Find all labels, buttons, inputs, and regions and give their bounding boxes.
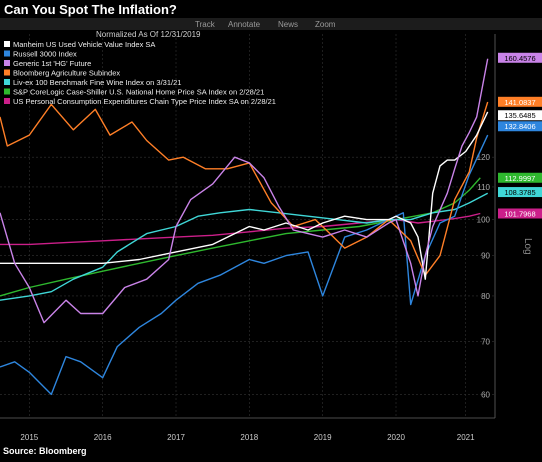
- legend-swatch: [4, 88, 10, 95]
- y-tick-label: 80: [481, 292, 490, 301]
- source-note: Source: Bloomberg: [3, 446, 87, 456]
- x-tick-label: 2017: [167, 433, 185, 442]
- legend-swatch: [4, 69, 10, 76]
- value-tag-box: [498, 96, 542, 107]
- y-axis-scale-label: Log: [522, 238, 533, 255]
- legend-label: Russell 3000 Index: [13, 50, 77, 59]
- value-tag-box: [498, 52, 542, 63]
- legend: Manheim US Used Vehicle Value Index SARu…: [4, 40, 276, 106]
- toolbar-track-button[interactable]: Track: [195, 20, 216, 29]
- legend-label: Liv-ex 100 Benchmark Fine Wine Index on …: [13, 78, 181, 87]
- x-axis: 2015 2016 2017 2018 2019 2020 2021: [0, 417, 495, 442]
- toolbar-zoom-button[interactable]: Zoom: [315, 20, 336, 29]
- last-value-tags: 160.4576 141.0837 135.6485 132.8406 112.9997…: [498, 52, 542, 219]
- legend-label: US Personal Consumption Expenditures Cha…: [13, 97, 276, 106]
- series-line: [0, 134, 489, 396]
- value-tag-box: [498, 187, 542, 198]
- y-tick-label: 70: [481, 338, 490, 347]
- value-tag-label: 108.3785: [504, 188, 535, 197]
- x-tick-label: 2020: [387, 433, 405, 442]
- toolbar-annotate-button[interactable]: Annotate: [228, 20, 261, 29]
- chart-subtitle: Normalized As Of 12/31/2019: [96, 30, 201, 39]
- y-axis: 60 70 80 90 100 110 120: [477, 34, 496, 418]
- y-tick-label: 120: [477, 153, 491, 162]
- value-tag-label: 141.0837: [504, 98, 535, 107]
- x-tick-label: 2015: [20, 433, 38, 442]
- x-tick-label: 2018: [240, 433, 258, 442]
- legend-swatch: [4, 60, 10, 66]
- series-line: [0, 192, 489, 301]
- y-tick-label: 90: [481, 252, 490, 261]
- value-tag-box: [498, 121, 542, 132]
- value-tag-label: 135.6485: [504, 111, 535, 120]
- value-tag-box: [498, 208, 542, 219]
- chart-toolbar: Track Annotate News Zoom: [195, 20, 336, 29]
- y-tick-label: 60: [481, 390, 490, 399]
- legend-swatch: [4, 50, 10, 57]
- series-line: [0, 212, 481, 246]
- chart-area: Track Annotate News Zoom 60708090100110120 …: [0, 18, 542, 446]
- legend-label: Manheim US Used Vehicle Value Index SA: [13, 40, 155, 49]
- toolbar-strip: [0, 18, 542, 30]
- legend-swatch: [4, 79, 10, 85]
- value-tag-label: 101.7968: [504, 209, 535, 218]
- value-tag-label: 160.4576: [504, 54, 535, 63]
- value-tag-box: [498, 172, 542, 183]
- value-tag-label: 112.9997: [505, 174, 536, 183]
- series-line: [0, 58, 489, 324]
- toolbar-news-button[interactable]: News: [278, 20, 298, 29]
- y-tick-label: 110: [477, 183, 490, 192]
- chart-title: Can You Spot The Inflation?: [4, 2, 177, 17]
- legend-swatch: [4, 41, 10, 47]
- value-tag-box: [498, 110, 542, 121]
- legend-label: S&P CoreLogic Case-Shiller U.S. National…: [13, 88, 264, 97]
- legend-label: Bloomberg Agriculture Subindex: [13, 69, 120, 78]
- x-tick-label: 2021: [457, 433, 475, 442]
- y-tick-label: 100: [477, 216, 491, 225]
- value-tag-label: 132.8406: [504, 122, 535, 131]
- x-tick-label: 2016: [94, 433, 112, 442]
- legend-swatch: [4, 98, 10, 104]
- x-tick-label: 2019: [314, 433, 332, 442]
- series-line: [0, 111, 489, 280]
- chart-background: [0, 18, 542, 446]
- series-line: [0, 101, 489, 276]
- series-lines: [0, 58, 489, 396]
- legend-label: Generic 1st 'HG' Future: [13, 59, 91, 68]
